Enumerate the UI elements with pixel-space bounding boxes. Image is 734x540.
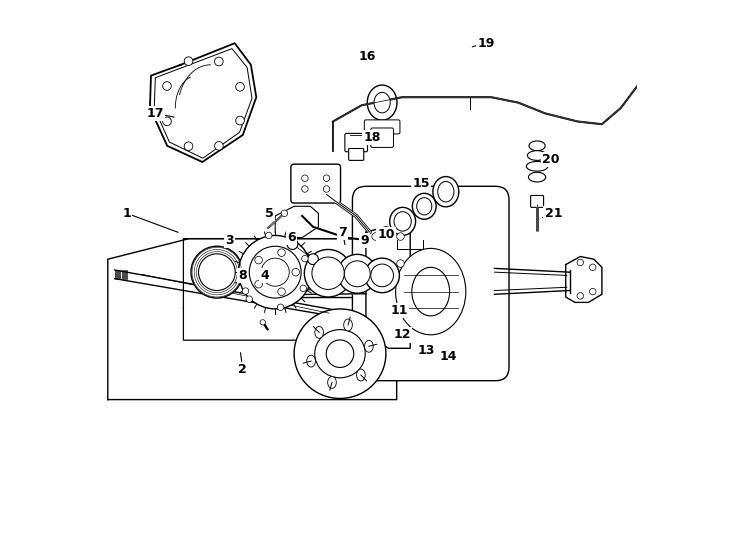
- Circle shape: [577, 259, 584, 266]
- Circle shape: [338, 254, 377, 293]
- Ellipse shape: [390, 207, 415, 235]
- Text: 2: 2: [239, 363, 247, 376]
- Text: 5: 5: [266, 207, 275, 220]
- Circle shape: [277, 304, 284, 310]
- Ellipse shape: [526, 161, 548, 171]
- Circle shape: [302, 175, 308, 181]
- Ellipse shape: [307, 355, 316, 367]
- Circle shape: [266, 232, 272, 239]
- Circle shape: [184, 142, 193, 151]
- Ellipse shape: [315, 329, 366, 378]
- Ellipse shape: [417, 198, 432, 215]
- Text: 4: 4: [260, 269, 269, 282]
- Ellipse shape: [344, 319, 352, 331]
- Ellipse shape: [528, 151, 547, 160]
- Circle shape: [577, 293, 584, 299]
- FancyBboxPatch shape: [352, 186, 509, 381]
- Circle shape: [163, 82, 171, 90]
- FancyBboxPatch shape: [264, 261, 389, 298]
- Circle shape: [589, 288, 596, 295]
- Circle shape: [344, 261, 370, 287]
- Text: 12: 12: [393, 328, 411, 341]
- Ellipse shape: [396, 248, 466, 335]
- Text: 11: 11: [390, 304, 408, 317]
- FancyBboxPatch shape: [349, 148, 364, 160]
- Ellipse shape: [367, 85, 397, 120]
- Ellipse shape: [412, 267, 450, 316]
- Circle shape: [365, 258, 399, 293]
- Circle shape: [302, 255, 308, 262]
- Circle shape: [326, 340, 354, 368]
- Ellipse shape: [294, 309, 386, 399]
- Circle shape: [242, 288, 249, 294]
- Ellipse shape: [529, 141, 545, 151]
- Circle shape: [214, 141, 223, 150]
- Circle shape: [305, 249, 352, 297]
- Circle shape: [163, 117, 171, 126]
- Circle shape: [287, 239, 298, 249]
- Circle shape: [372, 233, 379, 240]
- Circle shape: [239, 235, 312, 309]
- Circle shape: [281, 210, 288, 217]
- Circle shape: [308, 254, 319, 265]
- FancyBboxPatch shape: [531, 195, 544, 207]
- Circle shape: [372, 260, 379, 267]
- Circle shape: [277, 288, 286, 295]
- Circle shape: [184, 57, 193, 65]
- Ellipse shape: [365, 340, 373, 352]
- Circle shape: [236, 116, 244, 125]
- Text: 8: 8: [239, 269, 247, 282]
- Circle shape: [214, 57, 223, 66]
- Circle shape: [191, 246, 243, 298]
- Circle shape: [396, 260, 404, 267]
- Text: 14: 14: [439, 350, 457, 363]
- FancyBboxPatch shape: [364, 120, 400, 134]
- Ellipse shape: [413, 193, 436, 219]
- Circle shape: [261, 258, 289, 286]
- Text: 21: 21: [545, 207, 562, 220]
- Circle shape: [255, 256, 262, 264]
- Ellipse shape: [327, 376, 336, 388]
- Circle shape: [236, 83, 244, 91]
- Ellipse shape: [433, 177, 459, 207]
- Circle shape: [312, 257, 344, 289]
- Text: 13: 13: [418, 345, 435, 357]
- Text: 9: 9: [360, 234, 368, 247]
- Ellipse shape: [315, 327, 324, 339]
- Ellipse shape: [437, 181, 454, 202]
- Circle shape: [323, 186, 330, 192]
- Text: 20: 20: [542, 153, 559, 166]
- Circle shape: [250, 246, 301, 298]
- Text: 17: 17: [147, 107, 164, 120]
- Circle shape: [371, 264, 393, 287]
- FancyBboxPatch shape: [266, 264, 386, 295]
- Ellipse shape: [528, 172, 546, 182]
- Text: 19: 19: [477, 37, 495, 50]
- Text: 3: 3: [225, 234, 233, 247]
- FancyBboxPatch shape: [291, 164, 341, 203]
- Ellipse shape: [394, 212, 411, 231]
- Circle shape: [260, 320, 266, 325]
- FancyBboxPatch shape: [345, 133, 368, 152]
- FancyBboxPatch shape: [371, 128, 393, 147]
- Circle shape: [198, 254, 235, 291]
- Circle shape: [292, 268, 299, 276]
- Text: 16: 16: [358, 50, 376, 63]
- Text: 15: 15: [413, 177, 429, 190]
- Circle shape: [589, 264, 596, 271]
- Text: 1: 1: [123, 207, 131, 220]
- Text: 6: 6: [287, 231, 296, 244]
- Circle shape: [323, 175, 330, 181]
- Text: 10: 10: [377, 228, 395, 241]
- Ellipse shape: [374, 92, 390, 113]
- Ellipse shape: [357, 369, 366, 381]
- Circle shape: [255, 280, 262, 288]
- Circle shape: [396, 233, 404, 240]
- Text: 18: 18: [364, 131, 381, 144]
- Circle shape: [300, 285, 307, 292]
- Circle shape: [302, 186, 308, 192]
- Circle shape: [246, 296, 252, 302]
- Text: 7: 7: [338, 226, 347, 239]
- Circle shape: [277, 249, 286, 256]
